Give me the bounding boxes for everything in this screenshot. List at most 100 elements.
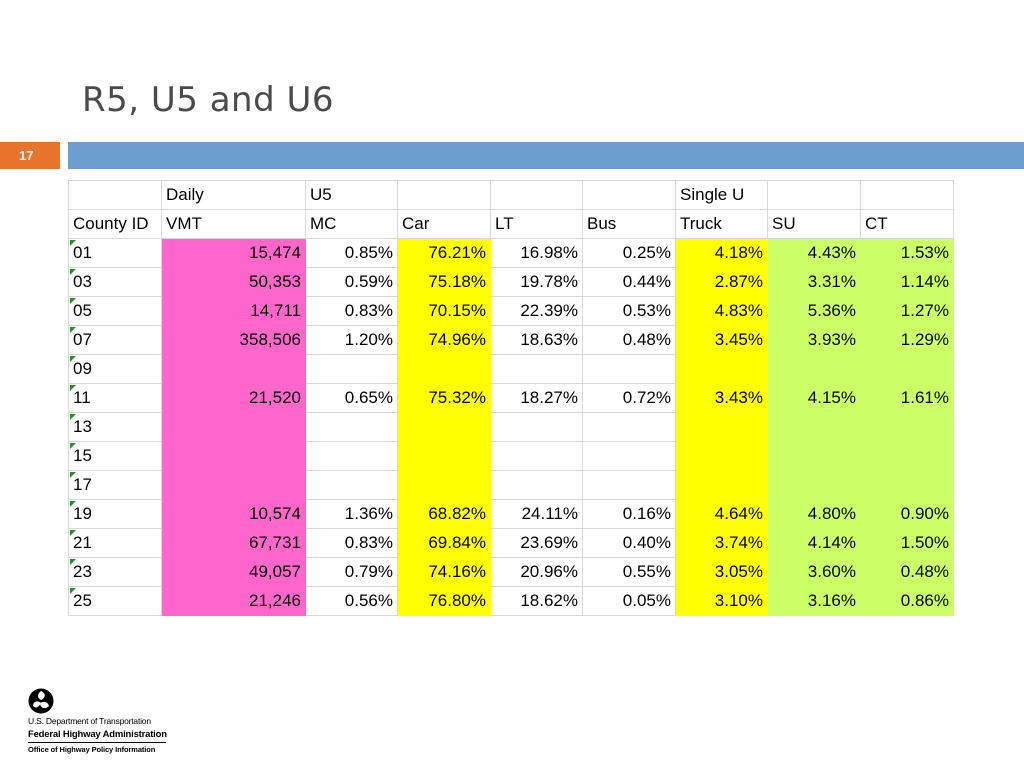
table-cell: 1.61% — [860, 383, 954, 413]
table-cell: 1.20% — [305, 325, 398, 355]
table-cell: 21,520 — [161, 383, 306, 413]
table-header-cell: U5 — [305, 180, 398, 210]
table-cell — [161, 470, 306, 500]
vmt-table: Daily U5 Single U County ID VMT MC Car LT Bus Tru… — [68, 180, 954, 616]
table-cell: 68.82% — [397, 499, 491, 529]
table-cell: 50,353 — [161, 267, 306, 297]
table-cell — [582, 441, 676, 471]
table-header-cell — [397, 180, 491, 210]
county-id-cell: 13 — [68, 412, 162, 442]
table-row: 05 14,711 0.83% 70.15% 22.39% 0.53% 4.83% 5.36%… — [68, 296, 954, 326]
table-cell: 3.60% — [767, 557, 861, 587]
table-row: 17 — [68, 470, 954, 500]
table-cell — [490, 354, 583, 384]
table-cell — [397, 412, 491, 442]
table-cell: 76.80% — [397, 586, 491, 616]
table-cell: 358,506 — [161, 325, 306, 355]
table-cell: 2.87% — [675, 267, 768, 297]
table-cell: 3.05% — [675, 557, 768, 587]
table-cell: 0.65% — [305, 383, 398, 413]
table-cell: 3.16% — [767, 586, 861, 616]
table-cell: 1.36% — [305, 499, 398, 529]
table-cell — [305, 412, 398, 442]
table-row: 07 358,506 1.20% 74.96% 18.63% 0.48% 3.45% 3.93… — [68, 325, 954, 355]
table-cell: 22.39% — [490, 296, 583, 326]
table-header-row: Daily U5 Single U — [68, 180, 954, 210]
table-cell: 0.40% — [582, 528, 676, 558]
table-cell — [767, 412, 861, 442]
table-cell: 0.48% — [582, 325, 676, 355]
table-cell: 0.86% — [860, 586, 954, 616]
table-cell: 1.27% — [860, 296, 954, 326]
table-cell — [490, 470, 583, 500]
table-cell — [490, 441, 583, 471]
table-row: 21 67,731 0.83% 69.84% 23.69% 0.40% 3.74% 4.14%… — [68, 528, 954, 558]
table-cell: 14,711 — [161, 296, 306, 326]
dot-triskelion-icon — [28, 688, 54, 714]
table-cell: 0.56% — [305, 586, 398, 616]
county-id-cell: 15 — [68, 441, 162, 471]
table-header-cell: County ID — [68, 209, 162, 239]
table-cell: 74.96% — [397, 325, 491, 355]
table-cell: 18.63% — [490, 325, 583, 355]
table-cell: 3.93% — [767, 325, 861, 355]
table-cell: 4.64% — [675, 499, 768, 529]
table-cell: 0.55% — [582, 557, 676, 587]
table-cell: 20.96% — [490, 557, 583, 587]
county-id-cell: 09 — [68, 354, 162, 384]
table-cell — [675, 470, 768, 500]
table-header-cell — [767, 180, 861, 210]
table-header-cell: Truck — [675, 209, 768, 239]
table-cell: 24.11% — [490, 499, 583, 529]
table-header-cell: LT — [490, 209, 583, 239]
dot-name: U.S. Department of Transportation — [28, 716, 151, 726]
table-cell: 0.72% — [582, 383, 676, 413]
table-header-cell: Daily — [161, 180, 306, 210]
table-row: 09 — [68, 354, 954, 384]
table-cell: 75.18% — [397, 267, 491, 297]
table-cell: 67,731 — [161, 528, 306, 558]
table-header-cell: CT — [860, 209, 954, 239]
county-id-cell: 23 — [68, 557, 162, 587]
table-cell: 10,574 — [161, 499, 306, 529]
table-cell: 76.21% — [397, 238, 491, 268]
table-cell: 23.69% — [490, 528, 583, 558]
table-cell: 15,474 — [161, 238, 306, 268]
table-cell: 3.43% — [675, 383, 768, 413]
table-cell: 0.53% — [582, 296, 676, 326]
table-cell: 3.74% — [675, 528, 768, 558]
county-id-cell: 11 — [68, 383, 162, 413]
table-cell — [675, 441, 768, 471]
table-cell: 18.27% — [490, 383, 583, 413]
table-cell: 0.79% — [305, 557, 398, 587]
county-id-cell: 01 — [68, 238, 162, 268]
table-cell — [161, 441, 306, 471]
county-id-cell: 21 — [68, 528, 162, 558]
table-cell: 0.25% — [582, 238, 676, 268]
table-cell: 4.14% — [767, 528, 861, 558]
table-cell: 0.90% — [860, 499, 954, 529]
table-cell: 0.59% — [305, 267, 398, 297]
table-row: 13 — [68, 412, 954, 442]
fhwa-name: Federal Highway Administration — [28, 729, 167, 740]
table-cell — [582, 354, 676, 384]
table-cell: 0.16% — [582, 499, 676, 529]
table-cell: 21,246 — [161, 586, 306, 616]
table-cell: 74.16% — [397, 557, 491, 587]
table-cell: 4.83% — [675, 296, 768, 326]
table-header-cell: Car — [397, 209, 491, 239]
table-cell: 4.80% — [767, 499, 861, 529]
table-cell: 19.78% — [490, 267, 583, 297]
table-cell: 1.29% — [860, 325, 954, 355]
table-header-cell — [68, 180, 162, 210]
table-cell: 0.85% — [305, 238, 398, 268]
table-header-cell: Bus — [582, 209, 676, 239]
table-cell: 4.18% — [675, 238, 768, 268]
table-cell — [582, 412, 676, 442]
table-cell: 5.36% — [767, 296, 861, 326]
office-name: Office of Highway Policy Information — [28, 745, 156, 754]
county-id-cell: 25 — [68, 586, 162, 616]
table-cell — [860, 470, 954, 500]
table-cell: 4.15% — [767, 383, 861, 413]
table-cell: 0.83% — [305, 528, 398, 558]
